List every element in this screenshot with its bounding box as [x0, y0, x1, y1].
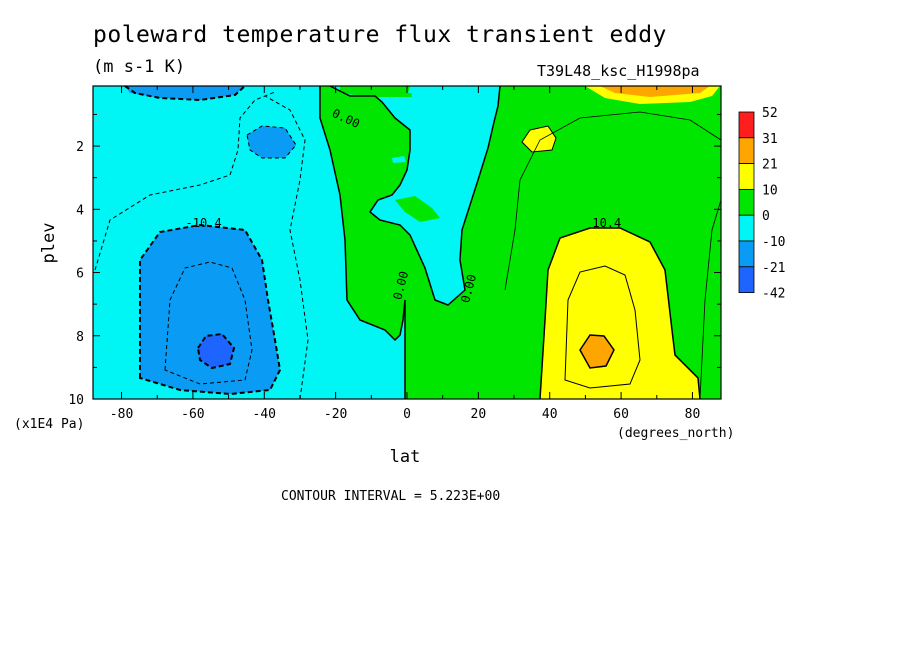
x-tick-label: -60	[181, 407, 204, 422]
colorbar-label: -10	[762, 235, 785, 250]
x-tick-label: -20	[324, 407, 347, 422]
colorbar-label: 31	[762, 132, 778, 147]
x-tick-label: 40	[542, 407, 558, 422]
y-tick-label: 6	[76, 267, 84, 282]
x-tick-label: -80	[110, 407, 133, 422]
chart-units: (m s-1 K)	[93, 57, 186, 77]
band-m21-small	[247, 126, 296, 158]
colorbar-label: 52	[762, 106, 778, 121]
colorbar: 52 31 21 10 0 -10 -21 -42	[738, 106, 785, 302]
y-tick-label: 4	[76, 203, 84, 218]
band-0-top	[340, 86, 412, 97]
band-21-top	[600, 86, 710, 97]
filled-contours	[93, 86, 721, 399]
y-tick-label: 10	[68, 393, 84, 408]
x-axis-ticks: -80 -60 -40 -20 0 20 40 60 80	[110, 86, 700, 422]
x-axis-label: lat	[390, 447, 421, 467]
y-axis-ticks: 2 4 6 8 10	[68, 113, 721, 408]
x-axis-units: (degrees_north)	[617, 426, 734, 441]
colorbar-label: -42	[762, 287, 785, 302]
x-tick-label: 0	[403, 407, 411, 422]
contour-label: -10.4	[186, 216, 222, 230]
colorbar-swatch	[738, 137, 755, 165]
run-id: T39L48_ksc_H1998pa	[537, 62, 700, 80]
band-m10-blob	[392, 156, 406, 163]
band-10-small	[522, 126, 556, 152]
y-axis-label: plev	[39, 223, 59, 264]
x-tick-label: 60	[613, 407, 629, 422]
colorbar-swatch	[738, 266, 755, 293]
band-m21	[140, 225, 280, 394]
colorbar-label: -21	[762, 261, 785, 276]
x-tick-label: 20	[471, 407, 487, 422]
band-m42	[198, 334, 234, 368]
colorbar-label: 21	[762, 158, 778, 173]
contour-lines	[94, 86, 721, 399]
y-tick-label: 8	[76, 330, 84, 345]
colorbar-swatch	[738, 214, 755, 242]
band-0-wedge	[395, 196, 440, 222]
colorbar-swatch	[738, 163, 755, 190]
band-m10-notch	[408, 87, 480, 100]
contour-interval-note: CONTOUR INTERVAL = 5.223E+00	[281, 489, 501, 504]
contour-label: 10.4	[592, 216, 621, 230]
band-21	[580, 335, 614, 368]
chart-title: poleward temperature flux transient eddy	[93, 22, 667, 48]
band-10	[540, 228, 700, 399]
y-axis-units: (x1E4 Pa)	[14, 417, 84, 432]
colorbar-label: 0	[762, 209, 770, 224]
colorbar-swatch	[738, 240, 755, 268]
colorbar-swatch	[738, 111, 755, 139]
colorbar-label: 10	[762, 183, 778, 198]
x-tick-label: 80	[685, 407, 701, 422]
x-tick-label: -40	[253, 407, 276, 422]
y-tick-label: 2	[76, 140, 84, 155]
axis-labels: plev (x1E4 Pa) lat (degrees_north)	[14, 223, 734, 467]
colorbar-swatch	[738, 188, 755, 216]
